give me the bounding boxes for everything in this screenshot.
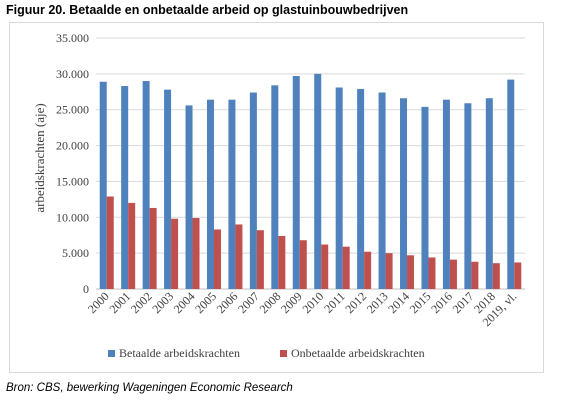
bar-betaalde-2018 (485, 98, 493, 290)
x-tick-label: 2005 (192, 289, 219, 316)
legend-label: Betaalde arbeidskrachten (119, 346, 240, 360)
bar-betaalde-2006 (228, 99, 236, 289)
bar-onbetaalde-2015 (428, 257, 436, 289)
bar-onbetaalde-2005 (213, 229, 221, 289)
bar-betaalde-2003 (164, 89, 172, 290)
bars (99, 73, 522, 290)
x-tick-label: 2015 (407, 289, 434, 316)
bar-onbetaalde-2011 (342, 246, 350, 289)
y-axis-ticks: 0 5.000 10.000 15.000 20.000 25.000 30.000 35.0… (56, 31, 89, 296)
bar-betaalde-2001 (121, 86, 129, 289)
x-tick-label: 2002 (128, 289, 155, 316)
bar-betaalde-2010 (314, 73, 322, 289)
source-note: Bron: CBS, bewerking Wageningen Economic… (6, 382, 293, 394)
x-tick-label: 2009 (278, 289, 305, 316)
bar-betaalde-2017 (464, 103, 472, 289)
y-tick-label: 15.000 (56, 174, 89, 188)
figure-title: Figuur 20. Betaalde en onbetaalde arbeid… (6, 3, 409, 17)
x-tick-label: 2014 (385, 289, 412, 316)
bar-onbetaalde-2017 (471, 261, 479, 289)
y-tick-label: 35.000 (56, 31, 89, 45)
x-tick-label: 2006 (214, 289, 241, 316)
bar-onbetaalde-2019vl (514, 262, 522, 289)
bar-betaalde-2012 (357, 88, 365, 289)
bar-betaalde-2002 (142, 81, 150, 290)
bar-onbetaalde-2012 (364, 251, 372, 289)
bar-betaalde-2014 (400, 98, 408, 290)
x-tick-label: 2004 (171, 289, 198, 316)
y-tick-label: 10.000 (56, 210, 89, 224)
x-tick-label: 2010 (299, 289, 326, 316)
bar-onbetaalde-2001 (128, 202, 136, 289)
bar-betaalde-2009 (292, 76, 300, 289)
bar-onbetaalde-2003 (171, 218, 179, 289)
x-tick-label: 2007 (235, 289, 262, 316)
y-tick-label: 20.000 (56, 139, 89, 153)
gridlines (96, 37, 525, 290)
bar-betaalde-2008 (271, 85, 279, 290)
bar-onbetaalde-2000 (106, 196, 114, 289)
x-tick-label: 2001 (106, 289, 133, 316)
x-tick-label: 2000 (85, 289, 112, 316)
bar-onbetaalde-2004 (192, 218, 200, 289)
x-tick-label: 2003 (149, 289, 176, 316)
y-tick-label: 25.000 (56, 103, 89, 117)
y-tick-label: 0 (83, 282, 89, 296)
legend-swatch (280, 350, 287, 357)
y-tick-label: 5.000 (62, 246, 89, 260)
bar-betaalde-2015 (421, 106, 429, 290)
bar-betaalde-2011 (335, 87, 343, 290)
bar-betaalde-2000 (99, 81, 107, 289)
bar-betaalde-2005 (206, 99, 214, 289)
bar-onbetaalde-2013 (385, 253, 393, 289)
legend-swatch (108, 350, 115, 357)
y-tick-label: 30.000 (56, 67, 89, 81)
bar-betaalde-2004 (185, 105, 193, 289)
bar-betaalde-2019vl (507, 79, 515, 289)
x-tick-label: 2017 (450, 289, 477, 316)
bar-onbetaalde-2009 (299, 240, 307, 289)
bar-betaalde-2007 (249, 92, 257, 289)
bar-onbetaalde-2002 (149, 207, 157, 289)
bar-betaalde-2016 (442, 99, 450, 289)
bar-onbetaalde-2008 (278, 235, 286, 289)
bar-onbetaalde-2014 (407, 255, 415, 289)
legend: Betaalde arbeidskrachten Onbetaalde arbei… (108, 346, 425, 360)
x-tick-label: 2012 (342, 289, 369, 316)
y-axis-label: arbeidskrachten (aje) (32, 103, 47, 212)
x-tick-label: 2016 (428, 289, 455, 316)
bar-chart: 0 5.000 10.000 15.000 20.000 25.000 30.000 35.0… (32, 31, 525, 360)
x-tick-label: 2008 (257, 289, 284, 316)
legend-label: Onbetaalde arbeidskrachten (291, 346, 425, 360)
bar-onbetaalde-2010 (321, 244, 329, 289)
x-axis-ticks: 2000200120022003200420052006200720082009… (85, 289, 519, 329)
bar-onbetaalde-2018 (492, 263, 500, 289)
bar-onbetaalde-2006 (235, 224, 243, 289)
bar-onbetaalde-2016 (449, 259, 457, 289)
bar-onbetaalde-2007 (256, 230, 264, 289)
x-tick-label: 2011 (321, 289, 348, 316)
chart-frame (9, 22, 544, 373)
x-tick-label: 2013 (364, 289, 391, 316)
bar-betaalde-2013 (378, 92, 386, 289)
